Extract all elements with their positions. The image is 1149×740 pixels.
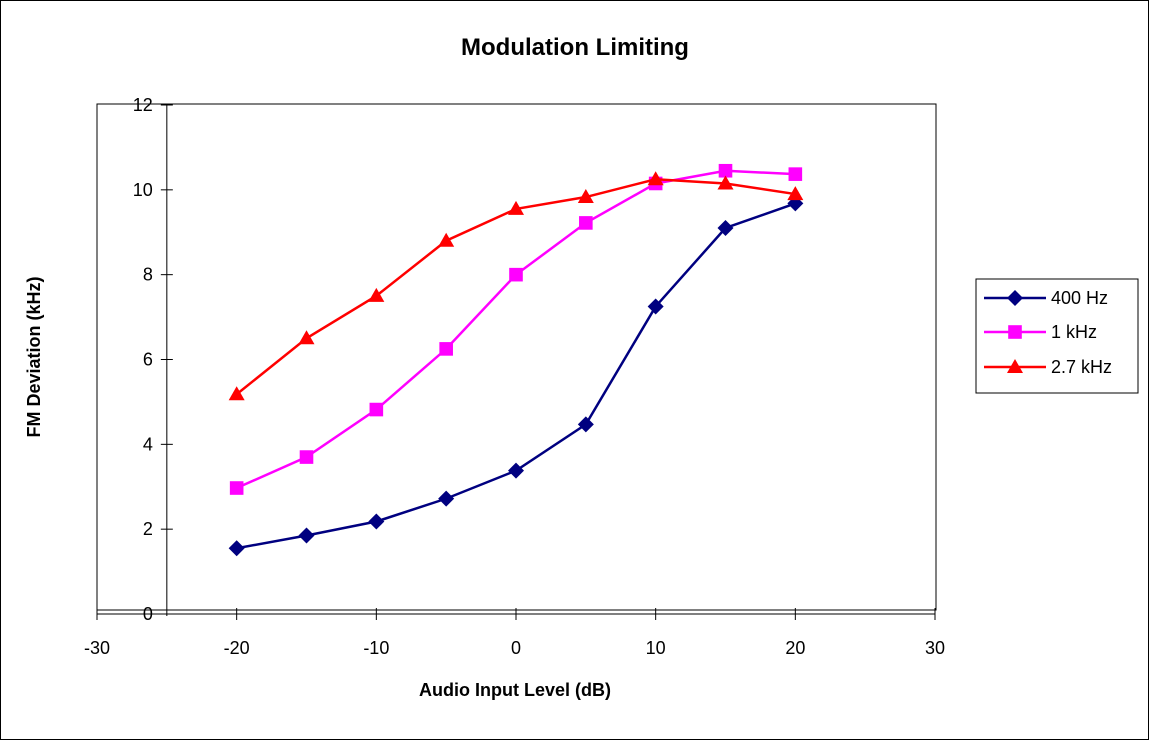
- legend-label: 400 Hz: [1051, 288, 1108, 308]
- axes: -30 -20 -10 0 10 20 30 0 2 4 6 8 10 12: [84, 95, 945, 658]
- x-tick-label: 20: [785, 638, 805, 658]
- series-layer: [228, 163, 804, 557]
- x-axis-title: Audio Input Level (dB): [419, 680, 611, 700]
- y-tick-label: 8: [143, 265, 153, 285]
- triangle-marker: [368, 287, 385, 302]
- plot-area: [96, 103, 937, 611]
- legend-item: 400 Hz: [984, 288, 1108, 308]
- diamond-marker: [438, 490, 455, 507]
- legend-item: 2.7 kHz: [984, 357, 1112, 377]
- legend-label: 2.7 kHz: [1051, 357, 1112, 377]
- triangle-marker: [717, 175, 734, 190]
- series-1-khz: [229, 163, 803, 495]
- triangle-marker: [787, 186, 804, 201]
- x-tick-label: -20: [224, 638, 250, 658]
- x-tick-label: 30: [925, 638, 945, 658]
- diamond-marker: [647, 298, 664, 315]
- y-tick-label: 6: [143, 350, 153, 370]
- x-tick-label: -30: [84, 638, 110, 658]
- square-marker: [439, 342, 453, 356]
- square-marker: [1008, 325, 1022, 339]
- triangle-marker: [298, 330, 315, 345]
- y-tick-label: 2: [143, 519, 153, 539]
- triangle-marker: [577, 189, 594, 204]
- series-27-khz: [228, 171, 804, 401]
- diamond-marker: [368, 513, 385, 530]
- y-axis-title: FM Deviation (kHz): [24, 276, 44, 437]
- diamond-marker: [508, 462, 524, 479]
- triangle-marker: [1007, 359, 1023, 373]
- y-tick-label: 12: [133, 95, 153, 115]
- square-marker: [509, 267, 523, 282]
- y-tick-label: 4: [143, 434, 153, 454]
- diamond-marker: [1007, 290, 1023, 306]
- legend-item: 1 kHz: [984, 322, 1097, 342]
- y-tick-label: 10: [133, 180, 153, 200]
- x-tick-label: 0: [511, 638, 521, 658]
- square-marker: [369, 402, 384, 417]
- diamond-marker: [228, 540, 245, 557]
- diamond-marker: [298, 527, 315, 544]
- x-tick-label: -10: [363, 638, 389, 658]
- square-marker: [788, 167, 803, 181]
- triangle-marker: [508, 200, 524, 215]
- triangle-marker: [228, 386, 245, 401]
- square-marker: [718, 163, 733, 178]
- y-tick-label: 0: [143, 604, 153, 624]
- legend: 400 Hz 1 kHz 2.7 kHz: [975, 278, 1139, 394]
- triangle-marker: [647, 171, 664, 186]
- square-marker: [299, 450, 314, 464]
- x-tick-label: 10: [646, 638, 666, 658]
- legend-label: 1 kHz: [1051, 322, 1097, 342]
- diamond-marker: [577, 416, 594, 433]
- triangle-marker: [438, 232, 455, 247]
- square-marker: [229, 481, 244, 495]
- square-marker: [579, 216, 593, 230]
- diamond-marker: [717, 220, 734, 237]
- chart-title: Modulation Limiting: [461, 34, 689, 61]
